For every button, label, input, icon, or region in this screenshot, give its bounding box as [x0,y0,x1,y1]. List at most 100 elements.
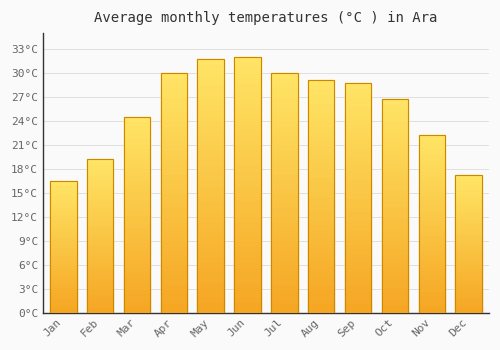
Bar [124,266,150,270]
Bar [456,250,482,252]
Bar [418,135,445,313]
Bar [198,201,224,206]
Bar [456,222,482,225]
Bar [87,258,114,260]
Bar [234,308,261,313]
Bar [345,207,372,211]
Bar [308,79,334,84]
Bar [234,68,261,72]
Bar [87,276,114,279]
Bar [87,175,114,178]
Bar [124,223,150,226]
Bar [271,241,297,246]
Bar [418,270,445,274]
Bar [418,153,445,157]
Bar [198,104,224,110]
Bar [87,233,114,236]
Bar [198,206,224,211]
Bar [160,178,187,183]
Bar [271,174,297,178]
Bar [271,212,297,217]
Bar [87,279,114,282]
Bar [418,302,445,306]
Bar [271,145,297,150]
Bar [160,212,187,217]
Bar [87,294,114,297]
Bar [87,254,114,258]
Bar [234,124,261,129]
Bar [50,310,76,313]
Bar [345,290,372,294]
Bar [345,83,372,313]
Bar [382,304,408,308]
Bar [124,289,150,293]
Bar [456,269,482,272]
Bar [124,203,150,207]
Bar [382,236,408,240]
Bar [50,255,76,257]
Bar [456,260,482,263]
Bar [308,266,334,271]
Bar [50,228,76,231]
Bar [234,72,261,78]
Bar [198,262,224,267]
Bar [345,147,372,152]
Bar [271,150,297,155]
Bar [456,203,482,205]
Bar [124,199,150,203]
Bar [382,287,408,291]
Bar [124,273,150,278]
Bar [198,110,224,114]
Bar [50,294,76,297]
Bar [87,178,114,181]
Bar [271,135,297,140]
Bar [50,226,76,228]
Bar [345,179,372,184]
Bar [382,283,408,287]
Bar [308,187,334,191]
Bar [271,73,297,313]
Bar [160,169,187,174]
Bar [160,274,187,279]
Bar [308,243,334,247]
Bar [160,183,187,188]
Bar [234,98,261,103]
Bar [308,238,334,243]
Bar [198,155,224,160]
Bar [160,102,187,107]
Bar [418,157,445,160]
Bar [418,231,445,234]
Bar [234,220,261,226]
Bar [198,287,224,292]
Bar [160,83,187,88]
Bar [382,99,408,313]
Bar [456,244,482,247]
Bar [160,303,187,308]
Bar [87,169,114,172]
Bar [87,270,114,273]
Bar [271,265,297,270]
Bar [234,139,261,144]
Bar [124,226,150,231]
Bar [124,297,150,301]
Bar [418,196,445,199]
Bar [234,62,261,68]
Bar [308,177,334,182]
Bar [234,134,261,139]
Bar [234,170,261,175]
Bar [50,257,76,260]
Bar [308,285,334,289]
Bar [160,231,187,236]
Bar [345,83,372,87]
Bar [234,180,261,185]
Bar [198,247,224,252]
Bar [87,224,114,227]
Bar [234,149,261,154]
Bar [308,89,334,93]
Bar [198,170,224,176]
Bar [124,207,150,211]
Bar [271,250,297,255]
Bar [160,97,187,102]
Bar [271,111,297,116]
Bar [418,267,445,270]
